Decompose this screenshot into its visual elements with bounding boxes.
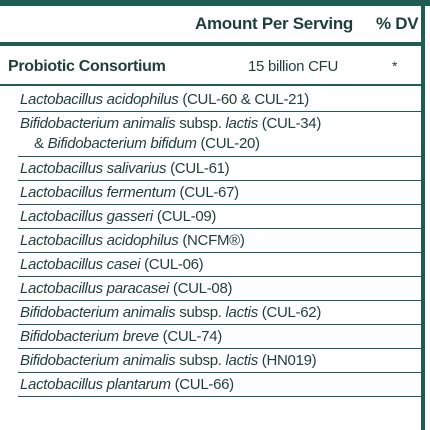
strain-row: Lactobacillus paracasei (CUL-08) — [18, 277, 425, 301]
strain-code: (NCFM®) — [178, 232, 245, 249]
consortium-amount: 15 billion CFU — [248, 58, 339, 75]
strain-code: (CUL-66) — [170, 376, 235, 393]
strain-subspecies: lactis — [225, 304, 259, 321]
strain-species: Lactobacillus casei — [20, 256, 141, 273]
table-header: Amount Per Serving % DV — [0, 14, 425, 40]
consortium-rule — [0, 84, 425, 86]
strain-code: (CUL-09) — [152, 208, 217, 225]
strain-row: Bifidobacterium animalis subsp. lactis (… — [18, 112, 425, 157]
strain-code: (CUL-06) — [140, 256, 204, 273]
strain-code: (CUL-62) — [257, 304, 322, 321]
strain-species: Lactobacillus fermentum — [20, 184, 176, 201]
strain-row: Lactobacillus gasseri (CUL-09) — [18, 205, 425, 229]
strain-subspecies: lactis — [225, 115, 259, 132]
strain-line2: & Bifidobacterium bifidum (CUL-20) — [20, 134, 425, 154]
strain-row: Lactobacillus plantarum (CUL-66) — [18, 373, 425, 397]
strain-species: Lactobacillus plantarum — [20, 376, 171, 393]
strain-row: Lactobacillus acidophilus (NCFM®) — [18, 229, 425, 253]
strain-species: Bifidobacterium breve — [20, 328, 159, 345]
strain-code: (CUL-67) — [175, 184, 240, 201]
strain-code: (CUL-20) — [196, 135, 260, 152]
strain-species: Lactobacillus paracasei — [20, 280, 170, 297]
strain-subsp: subsp. — [175, 352, 226, 369]
amount-per-serving-header: Amount Per Serving — [195, 14, 354, 33]
consortium-row: Probiotic Consortium 15 billion CFU * — [0, 58, 425, 80]
strain-code: (CUL-60 & CUL-21) — [178, 91, 309, 108]
top-rule — [0, 0, 430, 6]
header-rule — [0, 42, 425, 46]
strain-subsp: subsp. — [175, 115, 226, 132]
strain-row: Lactobacillus acidophilus (CUL-60 & CUL-… — [18, 88, 425, 112]
strain-code: (HN019) — [257, 352, 317, 369]
strain-list: Lactobacillus acidophilus (CUL-60 & CUL-… — [0, 88, 425, 397]
strain-code: (CUL-61) — [166, 160, 230, 177]
consortium-dv: * — [392, 58, 398, 74]
strain-row: Lactobacillus salivarius (CUL-61) — [18, 157, 425, 181]
strain-subspecies: lactis — [225, 352, 259, 369]
strain-species: Lactobacillus acidophilus — [20, 232, 179, 249]
strain-species: Bifidobacterium animalis — [20, 304, 176, 321]
strain-code: (CUL-08) — [169, 280, 233, 297]
strain-prefix: & — [34, 135, 48, 152]
strain-row: Lactobacillus casei (CUL-06) — [18, 253, 425, 277]
strain-species: Bifidobacterium animalis — [20, 352, 176, 369]
strain-species: Lactobacillus acidophilus — [20, 91, 179, 108]
strain-row: Bifidobacterium animalis subsp. lactis (… — [18, 301, 425, 325]
strain-species: Bifidobacterium bifidum — [47, 135, 197, 152]
strain-species: Bifidobacterium animalis — [20, 115, 176, 132]
strain-code: (CUL-34) — [257, 115, 322, 132]
strain-subsp: subsp. — [175, 304, 226, 321]
strain-row: Bifidobacterium animalis subsp. lactis (… — [18, 349, 425, 373]
strain-row: Bifidobacterium breve (CUL-74) — [18, 325, 425, 349]
consortium-name: Probiotic Consortium — [8, 58, 166, 75]
strain-species: Lactobacillus gasseri — [20, 208, 153, 225]
strain-code: (CUL-74) — [158, 328, 223, 345]
strain-row: Lactobacillus fermentum (CUL-67) — [18, 181, 425, 205]
percent-dv-header: % DV — [376, 14, 419, 33]
strain-species: Lactobacillus salivarius — [20, 160, 167, 177]
